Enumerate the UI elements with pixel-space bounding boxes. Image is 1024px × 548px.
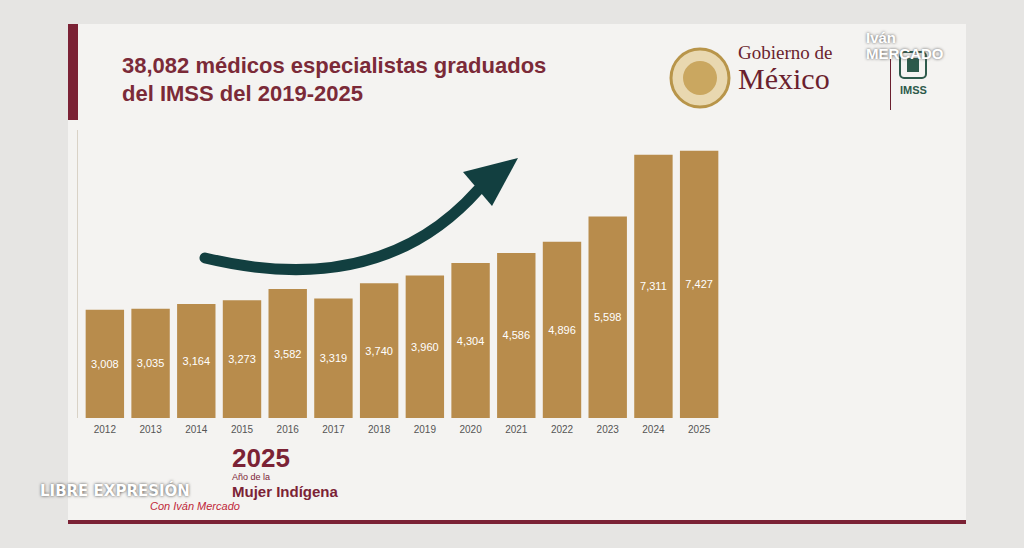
- svg-text:3,008: 3,008: [91, 358, 119, 370]
- svg-text:4,304: 4,304: [457, 335, 485, 347]
- svg-text:2022: 2022: [551, 424, 574, 435]
- html-text:38,082 médicos especialistas g: 38,082 médicos especialistas graduados d…: [122, 53, 547, 106]
- svg-text:5,598: 5,598: [594, 311, 622, 323]
- html-text:Mujer Indígena: Mujer Indígena: [232, 483, 338, 500]
- svg-text:3,319: 3,319: [320, 352, 348, 364]
- svg-text:2023: 2023: [597, 424, 620, 435]
- svg-text:3,740: 3,740: [365, 345, 393, 357]
- svg-text:7,427: 7,427: [685, 278, 713, 290]
- svg-text:3,273: 3,273: [228, 353, 256, 365]
- html-text:Con Iván Mercado: Con Iván Mercado: [150, 500, 240, 512]
- svg-text:2012: 2012: [94, 424, 117, 435]
- svg-text:2016: 2016: [277, 424, 300, 435]
- html-text:Iván: Iván: [866, 29, 896, 46]
- svg-text:2020: 2020: [459, 424, 482, 435]
- svg-text:2025: 2025: [688, 424, 711, 435]
- svg-text:4,896: 4,896: [548, 324, 576, 336]
- html-text:Año de la: Año de la: [232, 472, 270, 482]
- svg-text:7,311: 7,311: [640, 280, 667, 292]
- svg-text:2024: 2024: [642, 424, 665, 435]
- svg-text:2019: 2019: [414, 424, 437, 435]
- svg-text:2014: 2014: [185, 424, 208, 435]
- svg-text:4,586: 4,586: [503, 329, 531, 341]
- svg-text:2017: 2017: [322, 424, 345, 435]
- svg-text:3,035: 3,035: [137, 357, 165, 369]
- svg-text:2018: 2018: [368, 424, 391, 435]
- svg-text:3,960: 3,960: [411, 341, 439, 353]
- html-text:LIBRE EXPRESIÓN: LIBRE EXPRESIÓN: [40, 482, 190, 500]
- svg-text:2013: 2013: [139, 424, 162, 435]
- svg-text:3,164: 3,164: [183, 355, 211, 367]
- svg-text:2021: 2021: [505, 424, 528, 435]
- html-text:México: México: [738, 62, 830, 95]
- html-text:2025: 2025: [232, 443, 290, 473]
- svg-text:2015: 2015: [231, 424, 254, 435]
- html-text:Gobierno de: Gobierno de: [738, 42, 833, 63]
- html-text:IMSS: IMSS: [900, 84, 927, 96]
- svg-text:3,582: 3,582: [274, 348, 302, 360]
- html-text:MERCADO: MERCADO: [866, 45, 944, 62]
